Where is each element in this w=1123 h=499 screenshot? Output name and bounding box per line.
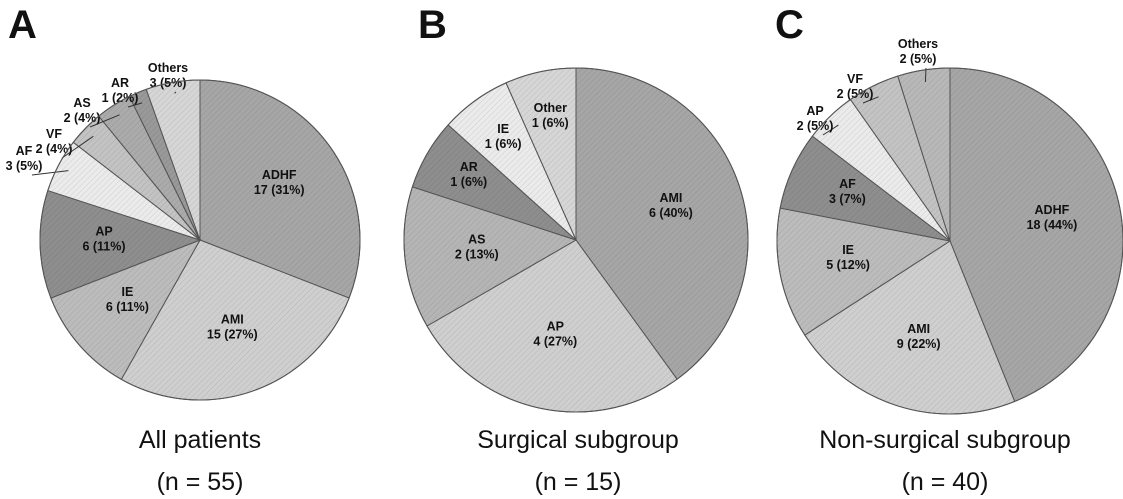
panel-letter: B [418,3,447,47]
slice-label-as: AS [73,96,90,110]
pie-slice-hatch-af [47,142,200,240]
slice-label-ap: AP [547,320,564,334]
panel-caption: Non-surgical subgroup [819,426,1071,454]
slice-label-vf: VF [847,72,863,86]
slice-label-ar: AR [460,160,478,174]
leader-line-vf [862,96,879,104]
slice-label-ap: AP [95,225,112,239]
slice-value-ap: 4 (27%) [533,335,577,349]
slice-label-others: Others [898,37,938,51]
slice-label-af: AF [16,144,33,158]
leader-line-others [924,67,927,83]
slice-label-ie: IE [121,285,133,299]
panel-letter: A [8,3,37,47]
leader-line-ar [127,102,143,108]
slice-value-ap: 2 (5%) [797,119,834,133]
pie-slice-hatch-ap [427,240,678,413]
pie-slice-hatch-as [403,186,576,326]
slice-value-other: 1 (6%) [532,116,569,130]
slice-label-adhf: ADHF [262,168,297,182]
slice-value-ami: 6 (40%) [649,206,693,220]
panel-sample-size: (n = 40) [902,468,989,496]
pie-slice-hatch-vf [850,76,950,241]
slice-value-ami: 9 (22%) [897,337,941,351]
leader-line-af [31,170,69,176]
slice-value-as: 2 (4%) [64,111,101,125]
slice-value-af: 3 (7%) [829,192,866,206]
slice-value-adhf: 18 (44%) [1027,218,1078,232]
pie-slice-hatch-ie [50,240,201,380]
pie-slice-hatch-others [897,68,950,241]
pie-slice-hatch-ie [448,82,576,241]
pie-slice-hatch-ar [412,124,576,240]
pie-slice-hatch-ami [121,240,350,401]
pie-slice-hatch-ie [776,208,950,336]
pie-slice-hatch-af [780,136,950,241]
slice-value-ar: 1 (6%) [450,175,487,189]
slice-label-ie: IE [842,243,854,257]
panel-caption: All patients [139,426,261,454]
leader-line-vf [61,135,94,159]
pie-slice-hatch-adhf [950,68,1123,402]
slice-label-others: Others [148,61,188,75]
slice-value-ie: 6 (11%) [106,300,149,314]
slice-value-adhf: 17 (31%) [254,183,305,197]
slice-label-ar: AR [111,76,129,90]
slice-label-ap: AP [806,104,823,118]
pie-slice-hatch-ap [39,190,200,299]
pie-slice-hatch-vf [73,116,200,240]
slice-value-af: 3 (5%) [6,159,43,173]
slice-value-others: 2 (5%) [900,52,937,66]
leader-line-others [174,91,177,94]
pie-outline [403,67,749,413]
slice-value-ami: 15 (27%) [207,327,258,341]
panel-sample-size: (n = 55) [157,468,244,496]
slice-value-ie: 1 (6%) [485,137,522,151]
panel-caption: Surgical subgroup [477,426,679,454]
pie-slice-hatch-ap [812,99,950,241]
pie-slice-hatch-ar [129,89,200,240]
leader-line-ap [822,124,839,136]
slice-value-ie: 5 (12%) [826,258,870,272]
slice-label-adhf: ADHF [1035,203,1070,217]
slice-label-ami: AMI [659,191,682,205]
slice-label-af: AF [839,177,856,191]
slice-value-ap: 6 (11%) [82,240,125,254]
pie-slice-hatch-other [506,68,576,240]
pie-slice-hatch-ami [804,241,1015,415]
slice-value-as: 2 (13%) [455,247,499,261]
leader-line-as [89,114,120,128]
panel-sample-size: (n = 15) [535,468,622,496]
slice-label-other: Other [534,101,567,115]
slice-label-as: AS [468,232,485,246]
slice-label-ami: AMI [221,312,244,326]
slice-value-vf: 2 (4%) [36,142,73,156]
pie-outline [39,79,361,401]
slice-label-ami: AMI [907,322,930,336]
pie-outline [776,67,1123,415]
slice-label-ie: IE [497,122,509,136]
pie-slice-hatch-others [146,80,200,240]
slice-value-ar: 1 (2%) [102,91,139,105]
pie-slice-hatch-as [98,96,200,240]
slice-label-vf: VF [46,127,62,141]
panel-letter: C [775,3,804,47]
pie-slice-hatch-ami [576,68,748,380]
